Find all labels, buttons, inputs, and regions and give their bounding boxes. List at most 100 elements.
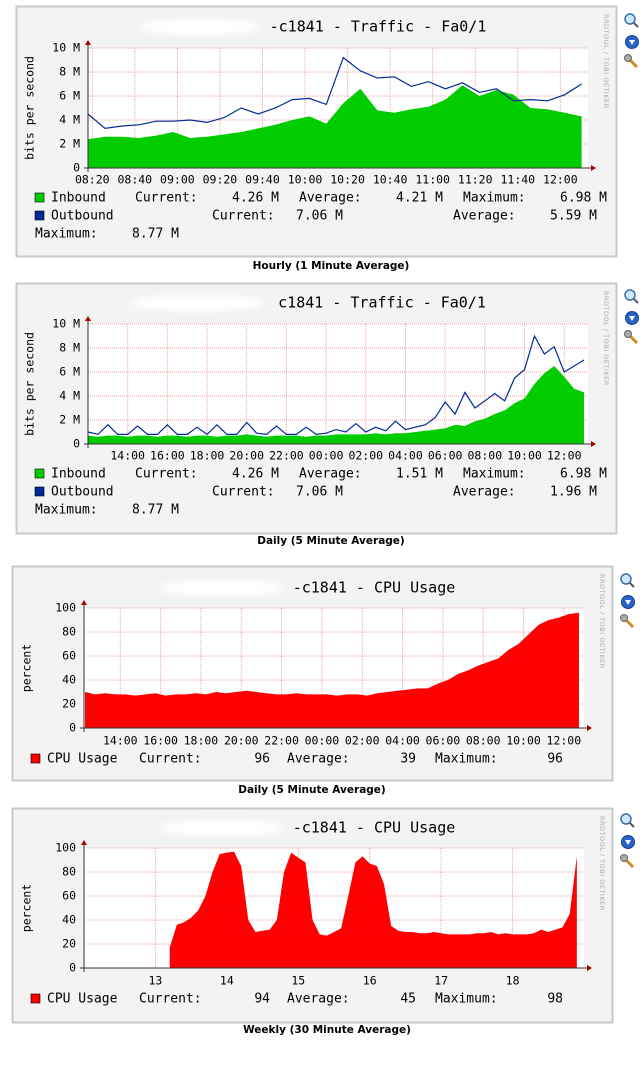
chart-title: -c1841 - CPU Usage [293, 819, 456, 837]
y-axis-arrow [85, 40, 91, 45]
x-tick-label: 08:00 [466, 734, 501, 748]
y-tick-label: 80 [62, 865, 76, 879]
x-axis-arrow [591, 441, 596, 447]
y-tick-label: 80 [62, 625, 76, 639]
y-tick-label: 10 M [52, 317, 80, 331]
watermark: RRDTOOL / TOBI OETIKER [598, 574, 606, 669]
stat-value: 5.59 M [550, 209, 597, 224]
stat-value: 4.21 M [396, 191, 443, 206]
x-tick-label: 00:00 [309, 449, 344, 463]
graph-panel: 0 2 M 4 M 6 M 8 M 10 M 14:00 16:00 18:00 20:00 22:… [15, 282, 639, 547]
series-area [88, 85, 582, 168]
y-tick-label: 0 [73, 161, 80, 175]
settings-icon[interactable] [620, 854, 635, 869]
y-tick-label: 2 M [59, 413, 80, 427]
legend-label: CPU Usage [47, 752, 118, 767]
x-tick-label: 04:00 [388, 449, 423, 463]
stat-value: 7.06 M [296, 485, 343, 500]
x-tick-label: 16:00 [143, 734, 178, 748]
x-tick-label: 14:00 [103, 734, 138, 748]
download-icon[interactable] [625, 311, 639, 325]
stat-value: 94 [254, 992, 270, 1007]
zoom-icon-lens [624, 13, 636, 25]
chart-title: c1841 - Traffic - Fa0/1 [278, 294, 486, 312]
y-tick-label: 100 [55, 601, 76, 615]
settings-icon[interactable] [620, 614, 635, 629]
download-icon[interactable] [621, 595, 635, 609]
zoom-icon[interactable] [620, 573, 635, 588]
chart-title: -c1841 - CPU Usage [293, 579, 456, 597]
zoom-icon-lens [620, 813, 632, 825]
x-tick-label: 20:00 [229, 449, 264, 463]
stat-value: 96 [547, 752, 563, 767]
stat-value: 45 [400, 992, 416, 1007]
x-axis-arrow [587, 725, 592, 731]
y-tick-label: 6 M [59, 89, 80, 103]
y-axis-arrow [81, 840, 87, 845]
stat-label: Maximum: [435, 992, 498, 1007]
download-icon-arrow [625, 840, 631, 845]
graph-caption: Daily (5 Minute Average) [257, 535, 404, 547]
x-tick-label: 10:00 [507, 449, 542, 463]
download-icon-arrow [625, 600, 631, 605]
y-tick-label: 20 [62, 697, 76, 711]
legend-label: Inbound [51, 191, 106, 206]
series-area [169, 851, 577, 968]
settings-icon-head [624, 330, 632, 338]
x-tick-label: 18:00 [190, 449, 225, 463]
x-tick-label: 18:00 [184, 734, 219, 748]
zoom-icon-handle [629, 822, 635, 828]
stat-value: 6.98 M [560, 467, 607, 482]
download-icon[interactable] [621, 835, 635, 849]
stat-value: 4.26 M [232, 191, 279, 206]
zoom-icon[interactable] [620, 813, 635, 828]
graph-caption: Weekly (30 Minute Average) [243, 1024, 411, 1036]
stat-value: 7.06 M [296, 209, 343, 224]
y-tick-label: 8 M [59, 65, 80, 79]
zoom-icon[interactable] [624, 289, 639, 304]
stat-label: Current: [139, 752, 202, 767]
x-tick-label: 09:00 [160, 173, 195, 187]
stat-label: Current: [212, 209, 275, 224]
download-icon[interactable] [625, 35, 639, 49]
redacted-blur [160, 580, 284, 596]
settings-icon[interactable] [624, 54, 639, 69]
redacted-blur [132, 295, 264, 311]
stat-value: 39 [400, 752, 416, 767]
x-tick-label: 14:00 [110, 449, 145, 463]
stat-value: 4.26 M [232, 467, 279, 482]
x-tick-label: 10:00 [288, 173, 323, 187]
settings-icon-head [624, 54, 632, 62]
graph-panel: 0 2 M 4 M 6 M 8 M 10 M 08:20 08:40 09:00 09:20 09:… [15, 5, 639, 272]
y-tick-label: 4 M [59, 389, 80, 403]
x-tick-label: 04:00 [385, 734, 420, 748]
y-axis-arrow [81, 600, 87, 605]
stat-value: 8.77 M [132, 227, 179, 242]
x-tick-label: 16:00 [150, 449, 185, 463]
graph-caption: Hourly (1 Minute Average) [253, 260, 410, 272]
y-tick-label: 40 [62, 673, 76, 687]
download-icon-arrow [629, 316, 635, 321]
x-tick-label: 09:40 [245, 173, 280, 187]
zoom-icon[interactable] [624, 13, 639, 28]
x-tick-label: 13 [148, 974, 162, 988]
x-tick-label: 11:20 [458, 173, 493, 187]
y-tick-label: 0 [69, 961, 76, 975]
legend-swatch [30, 753, 41, 764]
x-tick-label: 16 [363, 974, 377, 988]
y-tick-label: 40 [62, 913, 76, 927]
y-tick-label: 6 M [59, 365, 80, 379]
x-tick-label: 02:00 [345, 734, 380, 748]
legend-label: Inbound [51, 467, 106, 482]
download-icon-arrow [629, 40, 635, 45]
x-tick-label: 10:20 [330, 173, 365, 187]
x-tick-label: 14 [220, 974, 234, 988]
legend-swatch [34, 210, 45, 221]
x-tick-label: 02:00 [348, 449, 383, 463]
legend-label: Outbound [51, 485, 114, 500]
x-tick-label: 11:00 [415, 173, 450, 187]
graph-panel: 0 20 40 60 80 100 14:00 16:00 18:00 20:00 22:00 00:… [11, 565, 635, 796]
settings-icon[interactable] [624, 330, 639, 345]
zoom-icon-handle [633, 22, 639, 28]
